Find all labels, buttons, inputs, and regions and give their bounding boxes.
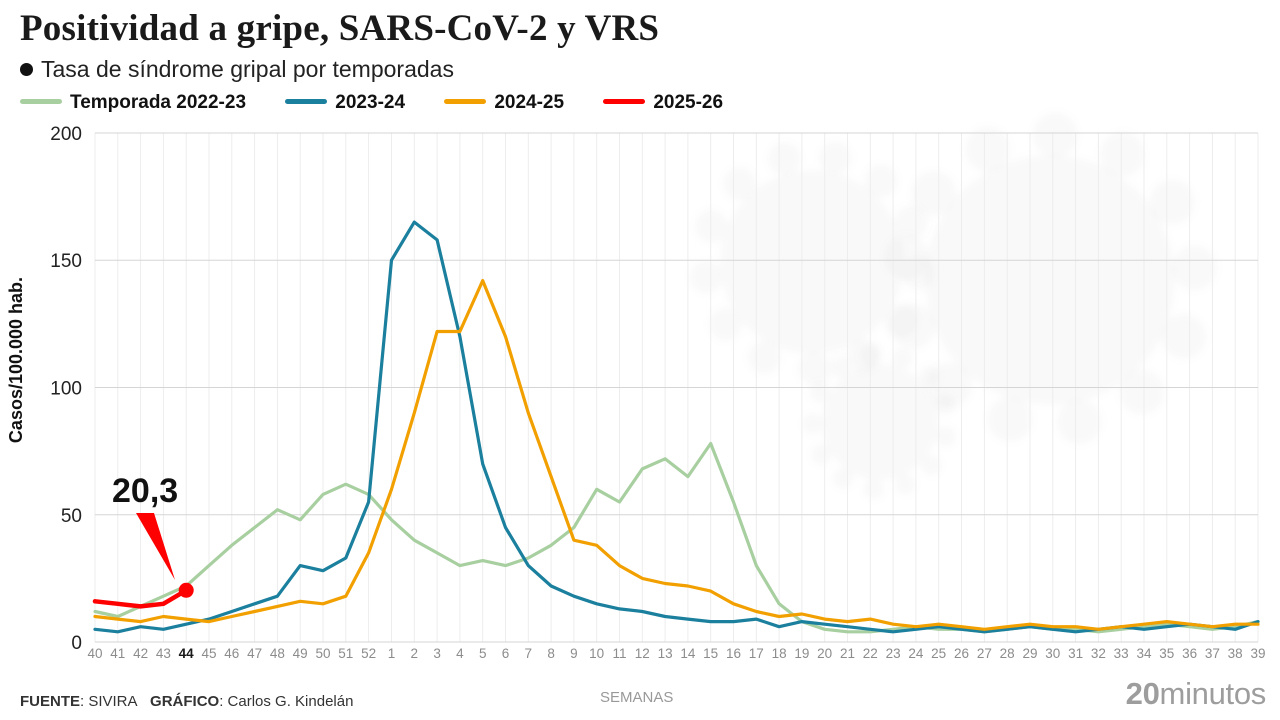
svg-text:0: 0 [71, 633, 82, 654]
svg-text:34: 34 [1136, 646, 1152, 661]
svg-text:40: 40 [87, 646, 102, 661]
svg-text:36: 36 [1182, 646, 1197, 661]
svg-text:44: 44 [179, 646, 195, 661]
svg-text:8: 8 [547, 646, 555, 661]
svg-text:32: 32 [1091, 646, 1106, 661]
svg-text:14: 14 [680, 646, 696, 661]
svg-text:28: 28 [1000, 646, 1015, 661]
svg-text:50: 50 [315, 646, 330, 661]
svg-text:30: 30 [1045, 646, 1060, 661]
svg-text:4: 4 [456, 646, 464, 661]
svg-text:5: 5 [479, 646, 487, 661]
svg-text:22: 22 [863, 646, 878, 661]
svg-text:7: 7 [525, 646, 533, 661]
svg-text:52: 52 [361, 646, 376, 661]
svg-text:6: 6 [502, 646, 510, 661]
svg-text:26: 26 [954, 646, 969, 661]
svg-text:31: 31 [1068, 646, 1083, 661]
svg-text:19: 19 [794, 646, 809, 661]
svg-text:33: 33 [1114, 646, 1129, 661]
svg-text:16: 16 [726, 646, 741, 661]
svg-text:47: 47 [247, 646, 262, 661]
svg-text:25: 25 [931, 646, 946, 661]
svg-text:39: 39 [1250, 646, 1265, 661]
svg-text:35: 35 [1159, 646, 1174, 661]
svg-text:18: 18 [772, 646, 787, 661]
svg-text:45: 45 [201, 646, 216, 661]
svg-text:24: 24 [908, 646, 924, 661]
svg-text:10: 10 [589, 646, 604, 661]
svg-text:38: 38 [1228, 646, 1243, 661]
svg-text:49: 49 [293, 646, 308, 661]
svg-text:29: 29 [1022, 646, 1037, 661]
svg-text:37: 37 [1205, 646, 1220, 661]
svg-text:13: 13 [658, 646, 673, 661]
svg-text:3: 3 [433, 646, 441, 661]
svg-text:46: 46 [224, 646, 239, 661]
svg-text:2: 2 [411, 646, 419, 661]
svg-text:27: 27 [977, 646, 992, 661]
svg-text:12: 12 [635, 646, 650, 661]
svg-text:9: 9 [570, 646, 578, 661]
svg-text:48: 48 [270, 646, 285, 661]
svg-text:1: 1 [388, 646, 396, 661]
svg-text:50: 50 [61, 506, 82, 527]
svg-text:11: 11 [612, 646, 626, 661]
svg-text:100: 100 [50, 379, 82, 400]
svg-text:20: 20 [817, 646, 832, 661]
svg-text:43: 43 [156, 646, 171, 661]
svg-text:41: 41 [110, 646, 125, 661]
svg-text:23: 23 [886, 646, 901, 661]
svg-text:200: 200 [50, 124, 82, 145]
svg-text:15: 15 [703, 646, 718, 661]
svg-text:17: 17 [749, 646, 764, 661]
svg-text:21: 21 [840, 646, 855, 661]
svg-text:150: 150 [50, 251, 82, 272]
svg-text:42: 42 [133, 646, 148, 661]
svg-text:51: 51 [338, 646, 353, 661]
svg-text:20,3: 20,3 [112, 472, 178, 510]
